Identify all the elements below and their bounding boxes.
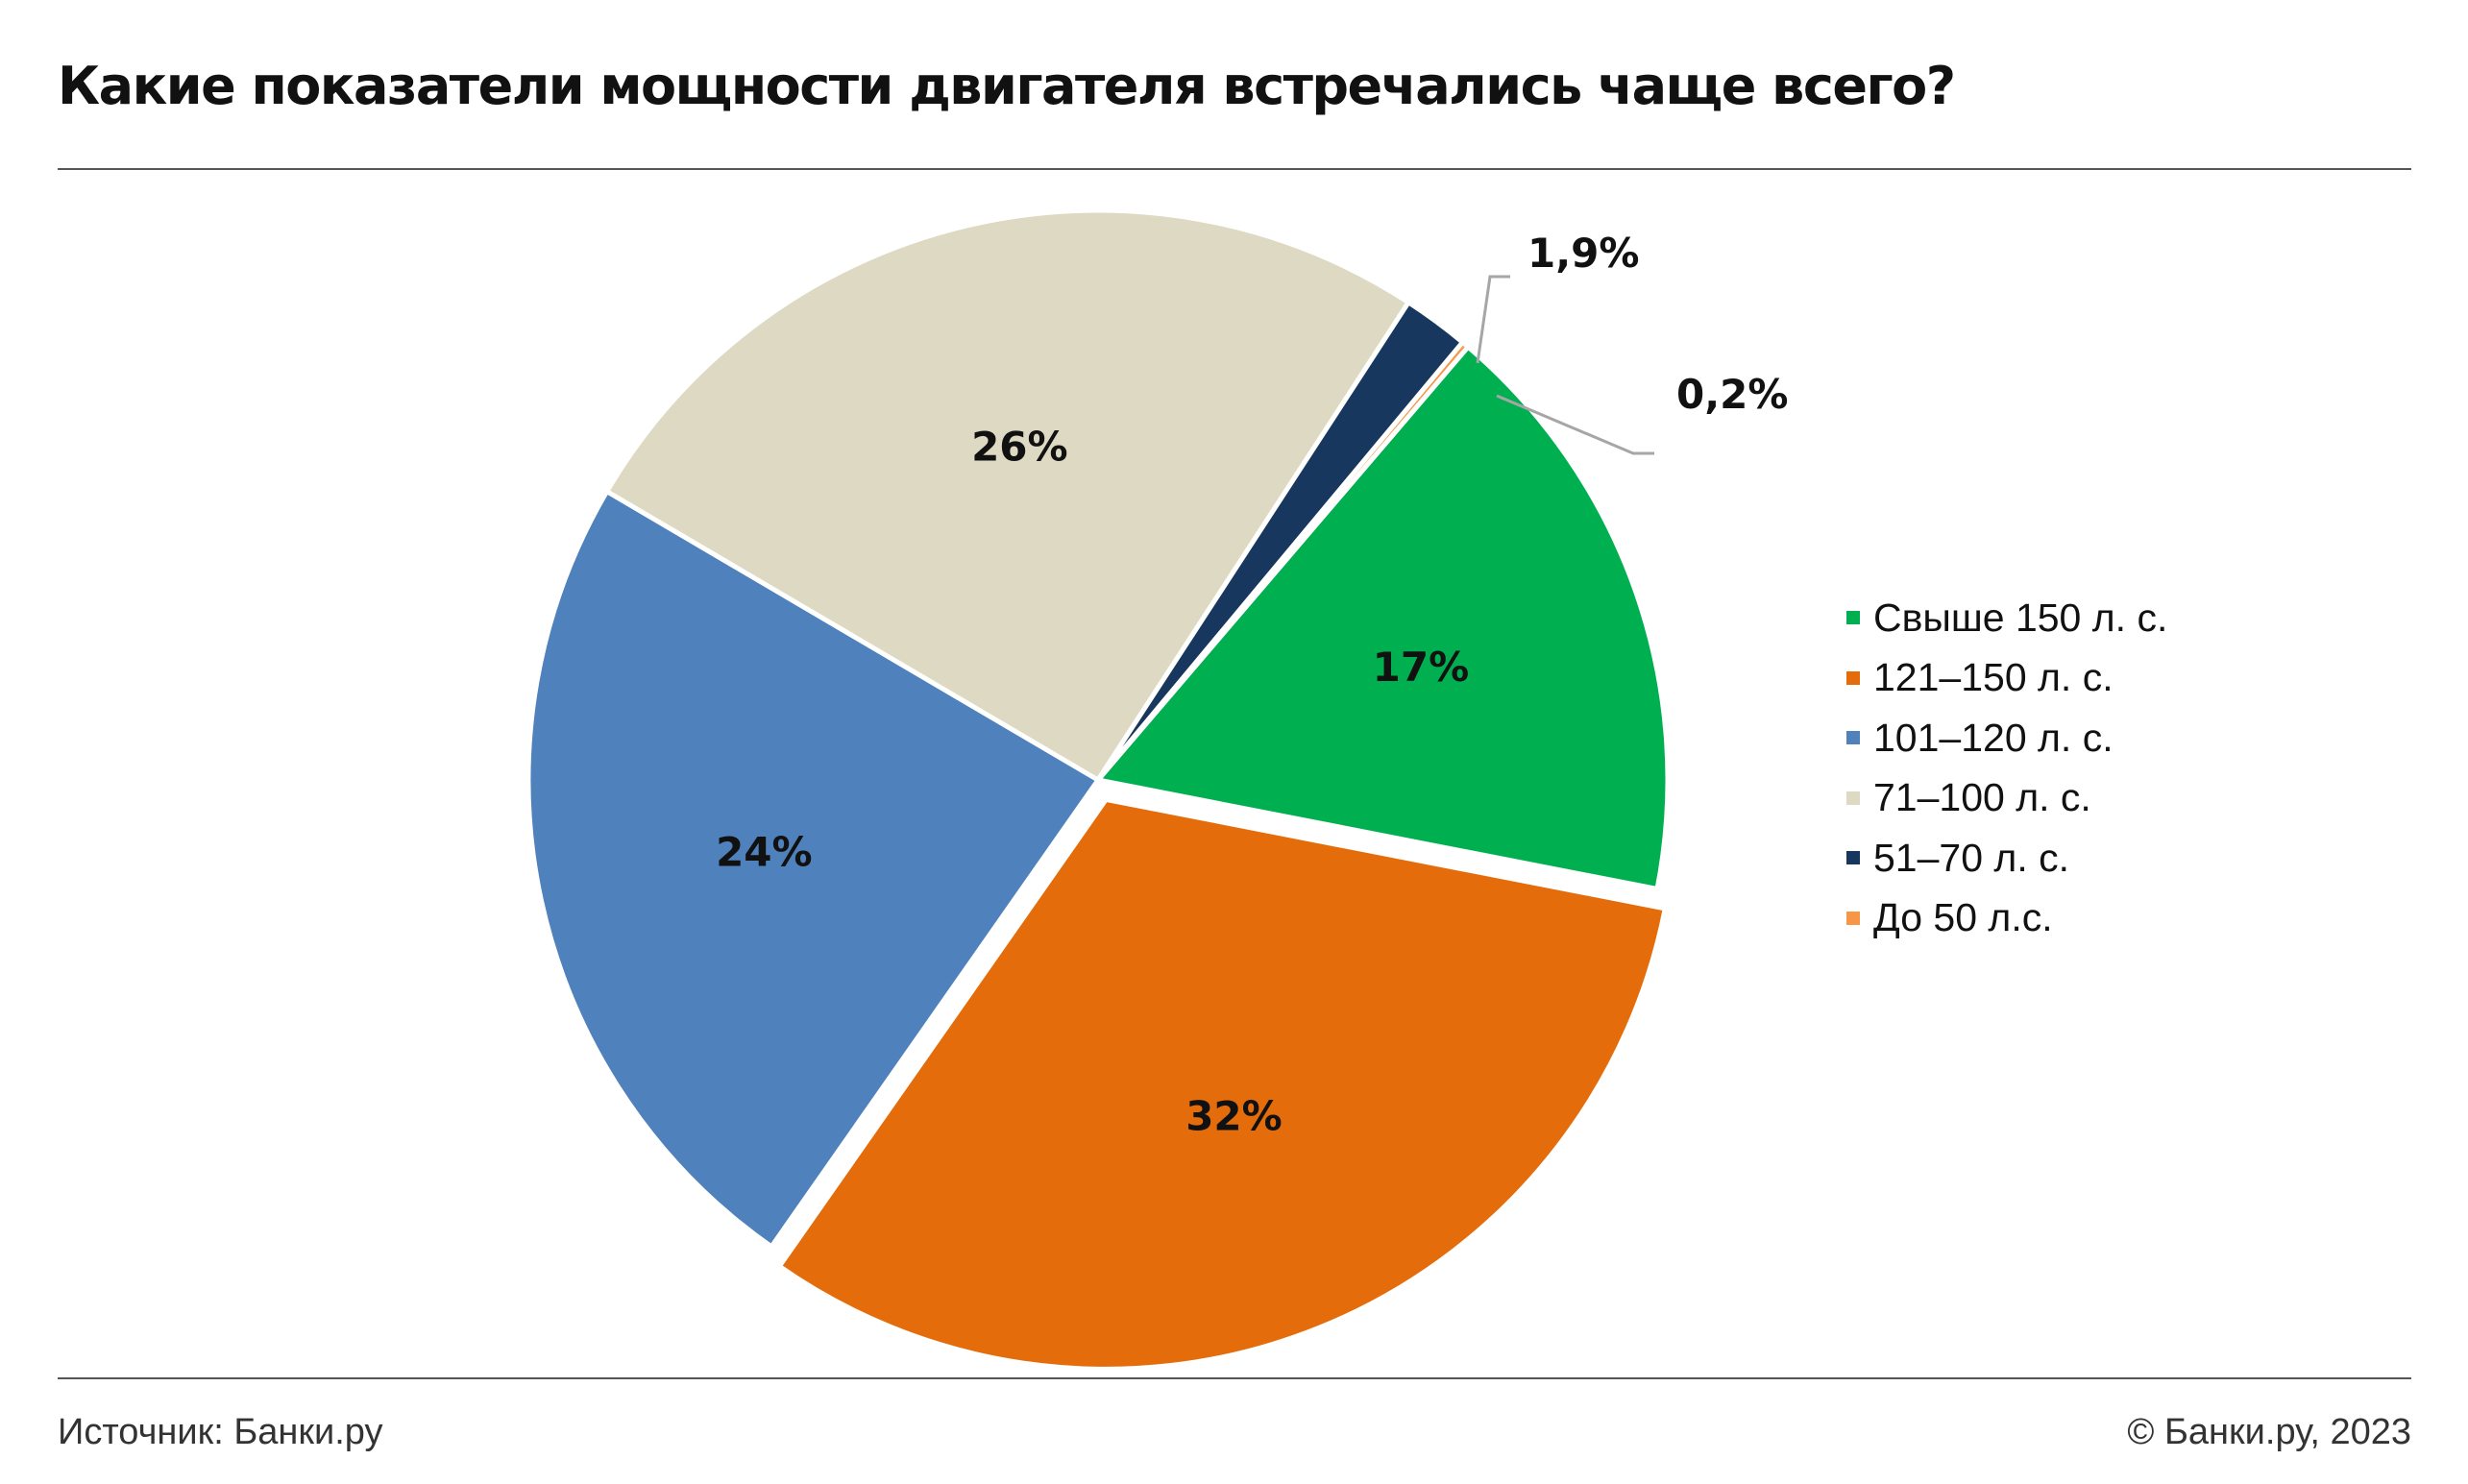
pie-slice [1095,344,1671,891]
legend-item: До 50 л.с. [1846,888,2167,949]
leader-line [1496,394,1654,455]
legend-swatch [1846,851,1860,865]
legend-label: Свыше 150 л. с. [1873,595,2168,640]
legend-swatch [1846,670,1860,685]
legend-label: 101–120 л. с. [1873,715,2114,760]
bottom-divider [58,1377,2411,1379]
leader-line [1476,275,1510,364]
chart-title: Какие показатели мощности двигателя встр… [58,56,1956,116]
copyright-note: © Банки.ру, 2023 [2127,1412,2411,1452]
legend-label: 51–70 л. с. [1873,835,2069,880]
legend-item: 121–150 л. с. [1846,648,2167,709]
top-divider [58,168,2411,170]
legend-swatch [1846,911,1860,925]
legend-item: 101–120 л. с. [1846,708,2167,768]
source-note: Источник: Банки.ру [58,1412,383,1452]
legend-label: До 50 л.с. [1873,895,2053,940]
pie-slice [776,796,1668,1372]
legend-label: 71–100 л. с. [1873,775,2091,820]
pie-slice [525,489,1101,1250]
pie-slice [604,207,1411,783]
legend-item: 71–100 л. с. [1846,768,2167,829]
slice-value-label: 32% [1185,1092,1283,1139]
legend-item: 51–70 л. с. [1846,828,2167,888]
slice-value-label: 17% [1373,644,1470,691]
slice-value-label: 0,2% [1676,371,1788,418]
legend-swatch [1846,731,1860,745]
legend-item: Свыше 150 л. с. [1846,588,2167,648]
legend-swatch [1846,611,1860,625]
slice-value-label: 26% [971,424,1068,471]
legend-label: 121–150 л. с. [1873,655,2114,700]
chart-legend: Свыше 150 л. с. 121–150 л. с. 101–120 л.… [1846,588,2167,948]
pie-slice [1095,339,1471,783]
slice-value-label: 24% [716,829,813,876]
legend-swatch [1846,791,1860,805]
slice-value-label: 1,9% [1527,230,1639,277]
